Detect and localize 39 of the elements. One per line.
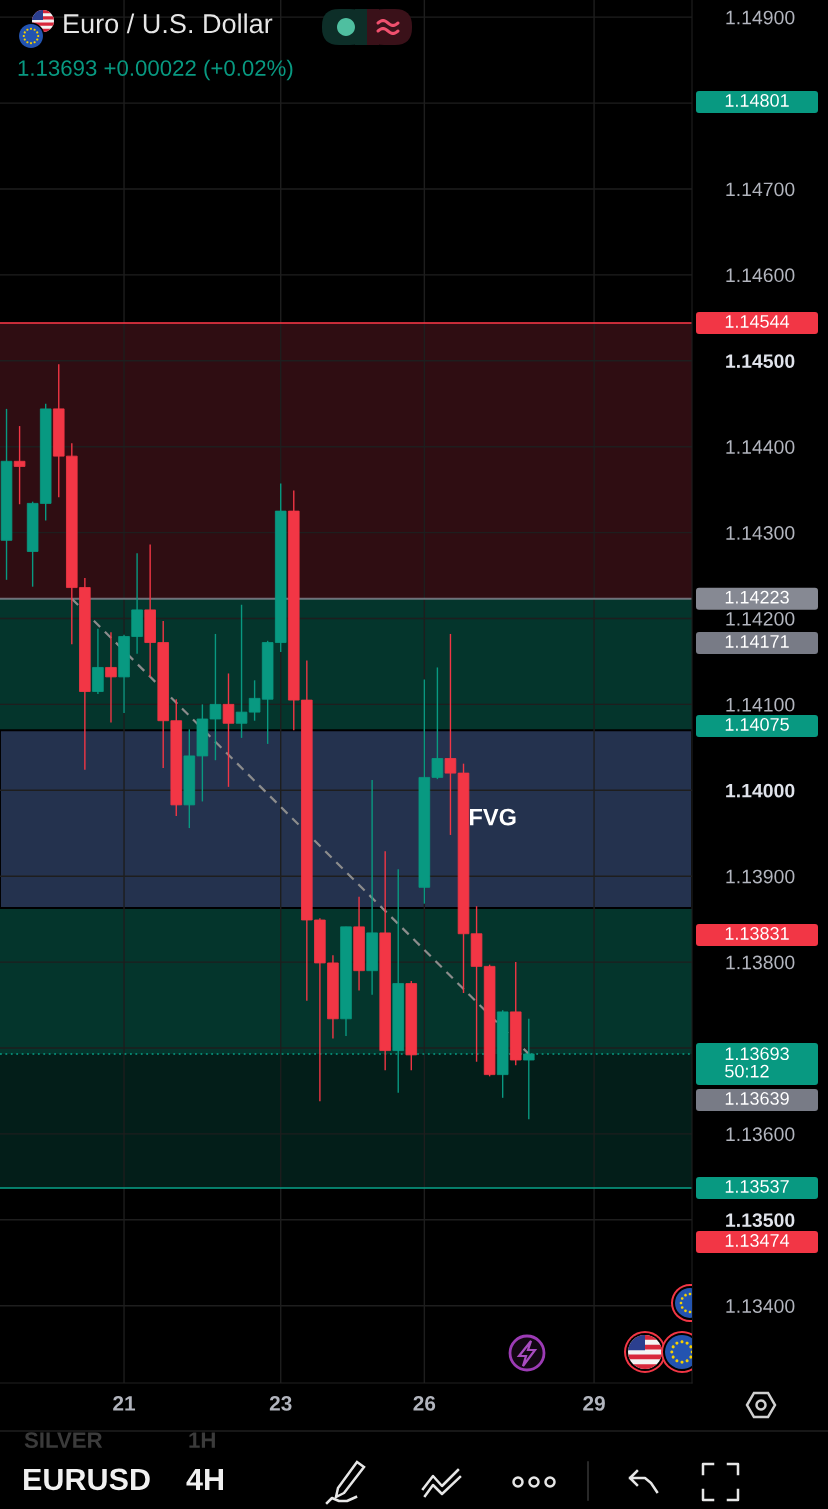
x-tick-label: 23 xyxy=(269,1396,292,1411)
text: SILVER xyxy=(24,1432,103,1448)
y-tick-label: 1.14300 xyxy=(726,526,795,540)
text: 1.14801 xyxy=(725,94,789,107)
y-tick-label: 1.14200 xyxy=(726,611,795,626)
y-tick-label: 1.14000 xyxy=(726,783,795,798)
y-tick-label: 1.14100 xyxy=(726,697,795,712)
x-tick-label: 21 xyxy=(113,1396,136,1411)
y-tick-label: 1.14700 xyxy=(726,182,795,197)
y-tick-label: 1.14600 xyxy=(726,268,795,283)
y-tick-label: 1.14900 xyxy=(726,10,795,25)
y-tick-label: 1.13400 xyxy=(726,1299,795,1313)
y-tick-label: 1.13500 xyxy=(726,1213,795,1228)
ref-line-label: 1.13537 xyxy=(725,1180,789,1193)
chart-title: Euro / U.S. Dollar xyxy=(64,13,273,34)
text: 1.13693 +0.00022 (+0.02%) xyxy=(18,59,293,81)
ref-line-label: 1.14544 xyxy=(725,315,790,328)
text: 1.14171 xyxy=(725,635,789,648)
candlestick xyxy=(105,631,117,724)
text: 1.13831 xyxy=(725,927,789,940)
band-label: FVG xyxy=(470,808,516,826)
y-tick-label: 1.13900 xyxy=(726,869,795,884)
y-tick-label: 1.14400 xyxy=(726,440,795,454)
ref-line-label: 1.14223 xyxy=(725,590,789,604)
x-tick-label: 26 xyxy=(413,1396,436,1411)
text: 1.14075 xyxy=(725,718,789,731)
ref-line-label: 1.13693 50:12 xyxy=(725,1047,789,1078)
text: 1.13474 xyxy=(725,1234,790,1247)
text: 1H xyxy=(189,1432,215,1448)
y-tick-label: 1.13600 xyxy=(726,1127,795,1142)
candlestick xyxy=(222,672,235,788)
candlestick xyxy=(13,425,26,505)
y-tick-label: 1.13800 xyxy=(726,955,795,970)
text: EURUSD xyxy=(24,1468,150,1491)
x-tick-label: 29 xyxy=(583,1396,605,1411)
text: 4H xyxy=(186,1468,223,1490)
text: 1.13639 xyxy=(725,1092,789,1105)
y-tick-label: 1.14500 xyxy=(726,354,795,369)
candlestick xyxy=(444,633,457,836)
